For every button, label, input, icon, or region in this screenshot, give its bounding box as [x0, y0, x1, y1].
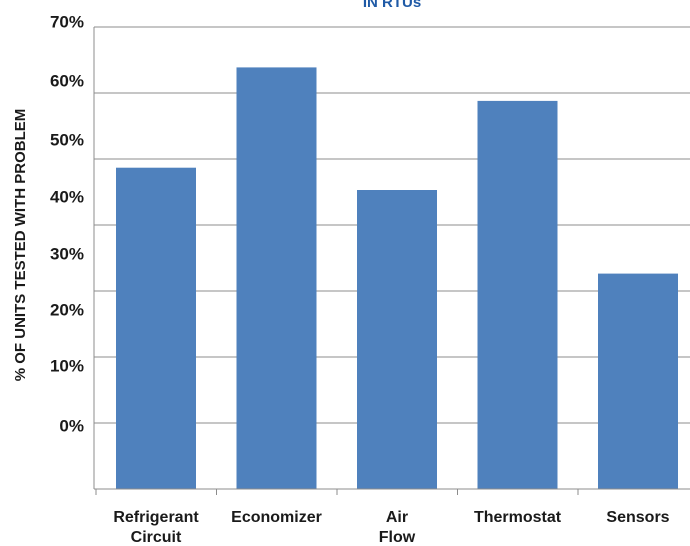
bar [116, 167, 196, 489]
bar [477, 100, 558, 490]
y-tick-label: 60% [50, 71, 84, 90]
x-category-label: Economizer [231, 509, 322, 526]
x-category-label: Sensors [606, 509, 669, 526]
y-tick-label: 30% [50, 244, 84, 263]
bar [598, 273, 678, 489]
y-tick-label: 40% [50, 187, 84, 206]
bar [357, 190, 437, 489]
y-axis-ticks: 70% 60% 50% 40% 30% 20% 10% 0% [50, 12, 84, 435]
y-tick-label: 70% [50, 12, 84, 31]
x-category-label: Thermostat [474, 509, 562, 526]
y-tick-label: 10% [50, 356, 84, 375]
y-tick-label: 20% [50, 300, 84, 319]
y-tick-label: 0% [59, 416, 84, 435]
chart-title: IN RTUs [363, 0, 421, 11]
bars [116, 67, 678, 490]
y-tick-label: 50% [50, 130, 84, 149]
bar [236, 67, 317, 490]
x-axis: Refrigerant Circuit Economizer Air Flow Therm… [94, 488, 690, 546]
y-axis-title: % OF UNITS TESTED WITH PROBLEM [12, 109, 29, 382]
x-category-label: Refrigerant Circuit [113, 509, 199, 546]
x-category-label: Air Flow [379, 509, 416, 546]
